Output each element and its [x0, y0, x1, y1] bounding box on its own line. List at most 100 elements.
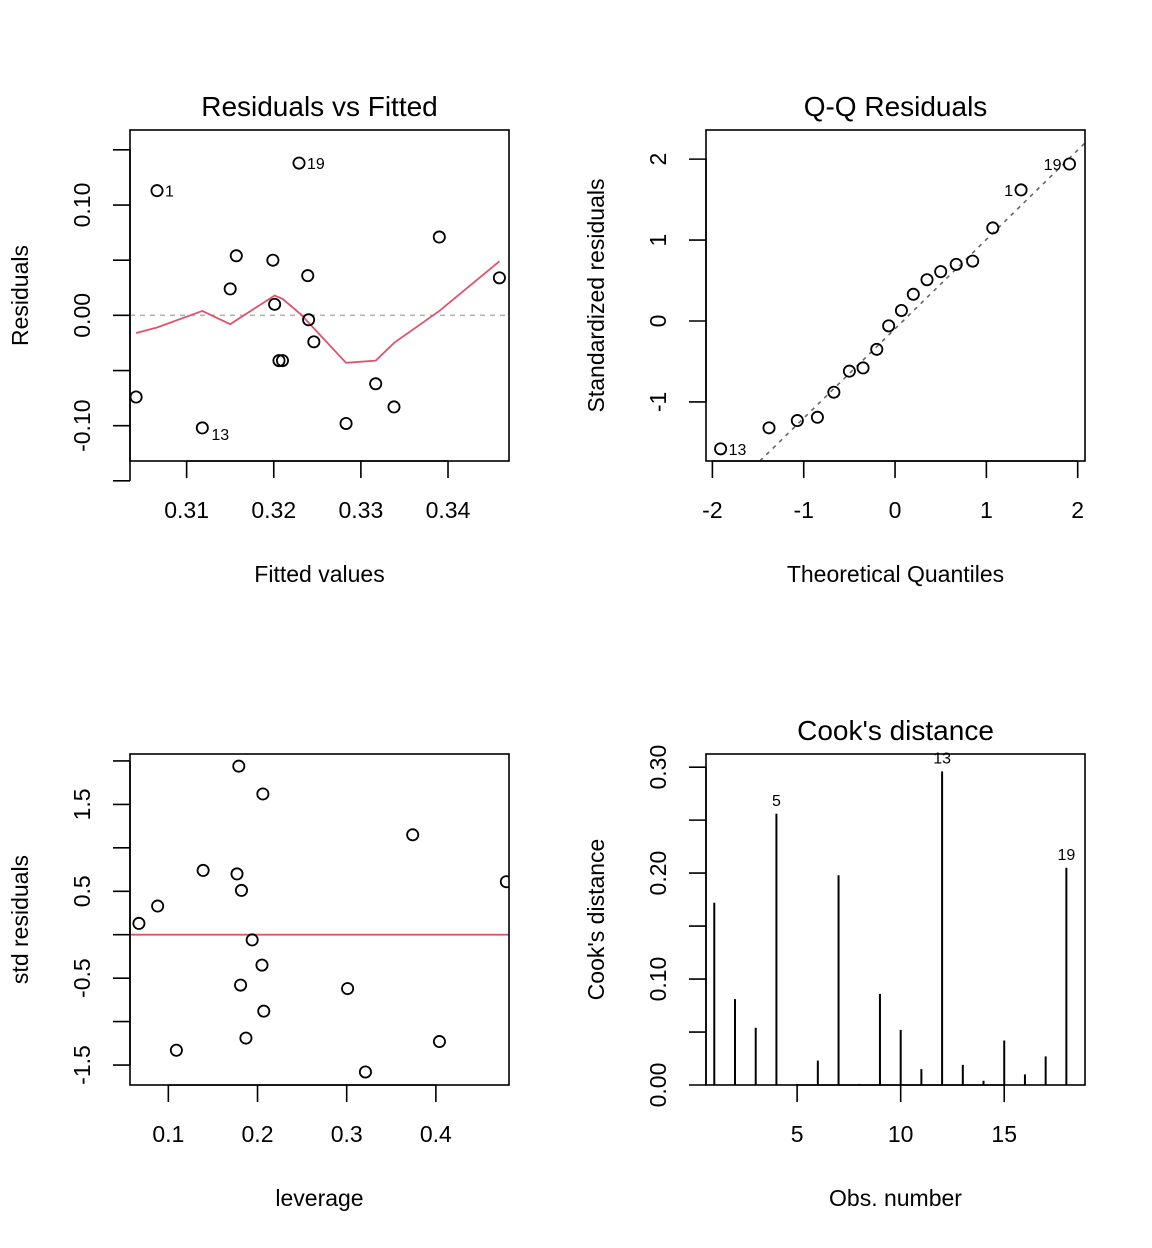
x-tick-label: 0.3: [331, 1121, 363, 1147]
y-axis-label: Cook's distance: [583, 839, 609, 1001]
data-point: [151, 899, 165, 913]
data-point: [369, 377, 383, 391]
x-tick-label: 0.2: [242, 1121, 274, 1147]
data-point: [1062, 157, 1076, 171]
bar-label: 5: [772, 793, 781, 810]
y-tick-label: 2: [645, 153, 671, 166]
panel-title: Residuals vs Fitted: [201, 91, 438, 122]
plot-area: [130, 759, 509, 1079]
point-label: 13: [211, 427, 229, 444]
data-point: [920, 273, 934, 287]
panel-title: Cook's distance: [797, 715, 994, 746]
x-tick-label: 0: [889, 497, 902, 523]
x-tick-label: 2: [1071, 497, 1084, 523]
y-tick-label: 0.00: [645, 1063, 671, 1108]
data-point: [1014, 183, 1028, 197]
plot-area: [713, 771, 1068, 1085]
x-tick-label: -2: [702, 497, 722, 523]
point-label: 13: [729, 442, 747, 459]
data-point: [986, 221, 1000, 235]
y-tick-label: -0.10: [69, 399, 95, 451]
panel-residuals-vs-fitted: Residuals vs Fitted Fitted values Residu…: [7, 91, 510, 587]
x-tick-label: 0.1: [152, 1121, 184, 1147]
y-tick-label: 0.30: [645, 745, 671, 790]
panel-qq-residuals: Q-Q Residuals Theoretical Quantiles Stan…: [583, 91, 1086, 587]
panel-cooks-distance: Cook's distance Obs. number Cook's dista…: [583, 715, 1086, 1211]
data-point: [810, 410, 824, 424]
data-point: [255, 958, 269, 972]
x-tick-label: 15: [991, 1121, 1017, 1147]
data-point: [432, 230, 446, 244]
x-axis: -2 -1 0 1 2: [702, 460, 1084, 523]
y-tick-label: 0.20: [645, 851, 671, 896]
y-tick-label: 0.10: [645, 957, 671, 1002]
x-axis-label: Theoretical Quantiles: [787, 561, 1004, 587]
x-tick-label: 0.31: [164, 497, 209, 523]
point-label: 1: [1004, 183, 1013, 200]
data-point: [150, 184, 164, 198]
data-point: [257, 1004, 271, 1018]
y-tick-label: 0.5: [69, 875, 95, 907]
x-axis-label: Fitted values: [254, 561, 384, 587]
data-point: [302, 313, 316, 327]
plot-frame: [705, 129, 1086, 462]
data-point: [492, 271, 506, 285]
data-point: [856, 361, 870, 375]
x-tick-label: 10: [888, 1121, 914, 1147]
bar-label: 19: [1057, 847, 1075, 864]
data-point: [234, 883, 248, 897]
plot-area: [130, 156, 509, 435]
data-point: [196, 863, 210, 877]
data-point: [169, 1043, 183, 1057]
y-axis: -1.5 -0.5 0.5 1.5: [69, 760, 131, 1085]
y-axis: 0.00 0.10 0.20 0.30: [645, 745, 707, 1108]
smooth-line: [135, 260, 500, 364]
x-tick-label: 0.33: [339, 497, 384, 523]
data-point: [245, 933, 259, 947]
x-tick-label: 1: [980, 497, 993, 523]
x-axis-label: leverage: [275, 1185, 363, 1211]
data-point: [842, 364, 856, 378]
y-tick-label: 1: [645, 234, 671, 247]
plot-area: [714, 142, 1085, 461]
data-point: [223, 282, 237, 296]
data-point: [934, 265, 948, 279]
data-point: [275, 354, 289, 368]
data-point: [906, 287, 920, 301]
x-axis: 5 10 15: [791, 1084, 1017, 1147]
plot-frame: [129, 753, 510, 1086]
x-axis: 0.31 0.32 0.33 0.34: [164, 460, 471, 523]
y-tick-label: -1: [645, 392, 671, 412]
panel-std-residuals-vs-leverage: leverage std residuals 0.1 0.2 0.3 0.4-1.5-…: [7, 753, 510, 1211]
data-point: [966, 254, 980, 268]
y-axis-label: Standardized residuals: [583, 179, 609, 413]
y-axis-label: Residuals: [7, 245, 33, 346]
y-tick-label: -0.5: [69, 958, 95, 998]
x-tick-label: 5: [791, 1121, 804, 1147]
data-point: [268, 297, 282, 311]
x-axis: 0.1 0.2 0.3 0.4: [152, 1084, 452, 1147]
y-tick-label: 0.00: [69, 293, 95, 338]
data-point: [432, 1035, 446, 1049]
y-axis: -0.10 0.00 0.10: [69, 149, 131, 482]
y-axis: -1 0 1 2: [645, 153, 707, 412]
data-point: [339, 416, 353, 430]
data-point: [230, 867, 244, 881]
data-point: [266, 253, 280, 267]
x-tick-label: 0.4: [420, 1121, 452, 1147]
data-point: [714, 442, 728, 456]
y-tick-label: 1.5: [69, 788, 95, 820]
data-point: [406, 828, 420, 842]
x-axis-label: Obs. number: [829, 1185, 962, 1211]
x-tick-label: -1: [793, 497, 813, 523]
data-point: [256, 787, 270, 801]
bar-label: 13: [933, 750, 951, 767]
data-point: [239, 1031, 253, 1045]
data-point: [870, 342, 884, 356]
y-axis-label: std residuals: [7, 855, 33, 984]
data-point: [341, 982, 355, 996]
point-label: 19: [307, 156, 325, 173]
plot-frame: [705, 753, 1086, 1086]
data-point: [195, 421, 209, 435]
